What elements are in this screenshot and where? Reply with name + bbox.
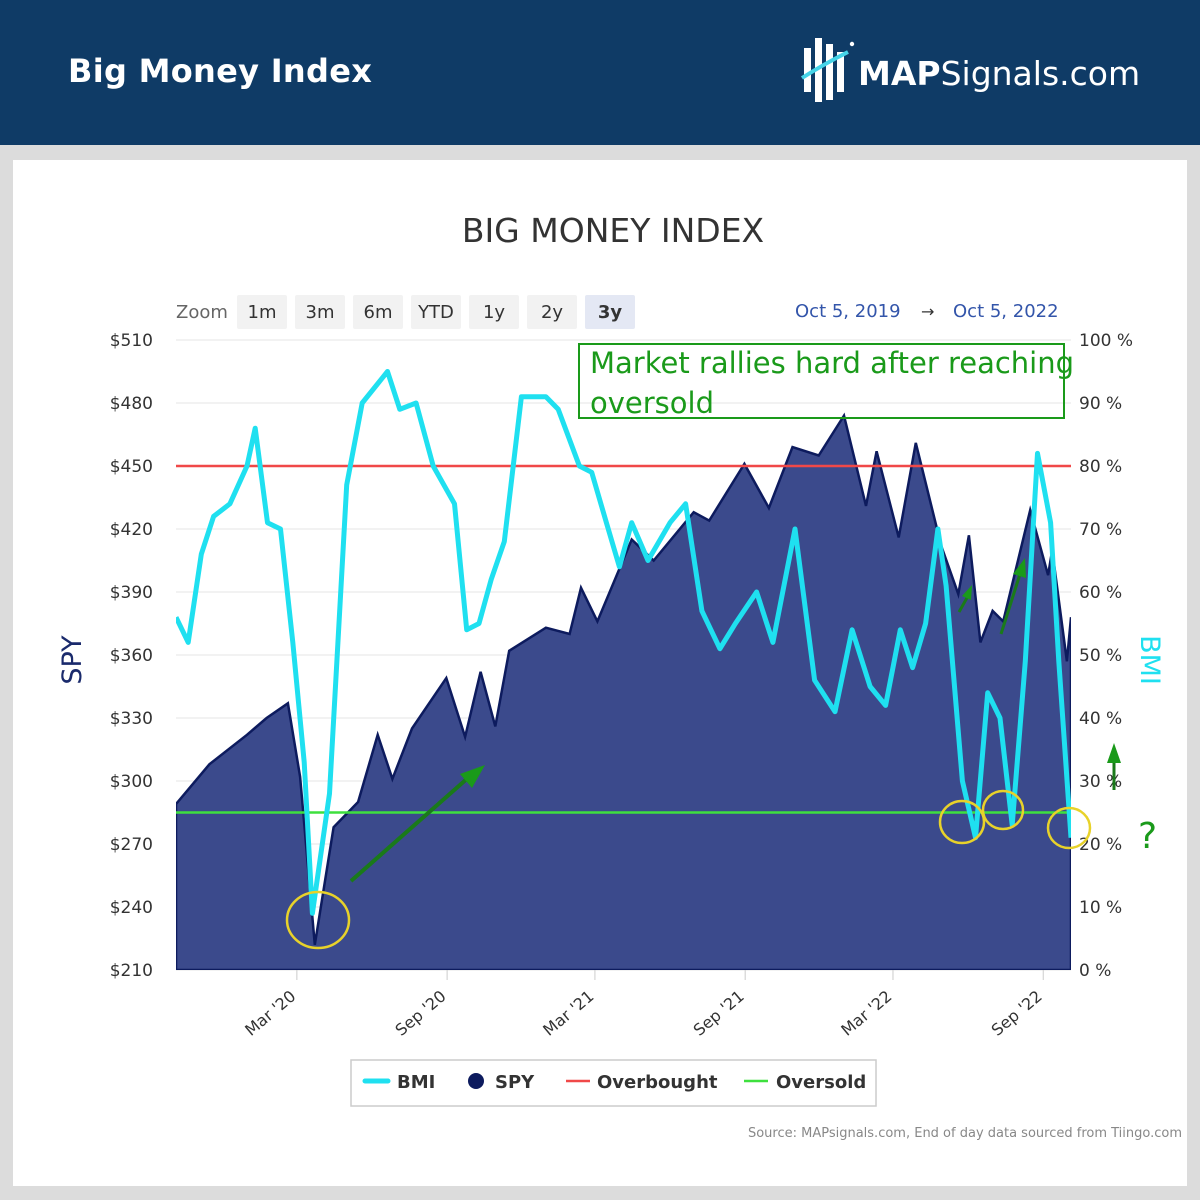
rally-arrow-4 [1107, 743, 1121, 790]
zoom-button-label[interactable]: 1m [248, 302, 277, 323]
legend-box [350, 1059, 877, 1107]
y2-tick-label: 80 % [1079, 457, 1122, 477]
y-tick-label: $360 [110, 646, 153, 666]
rally-arrow-2 [957, 585, 972, 613]
zoom-button-1m[interactable] [237, 295, 287, 329]
y-tick-label: $270 [110, 835, 153, 855]
chart-title: BIG MONEY INDEX [462, 211, 764, 250]
source-note: Source: MAPsignals.com, End of day data … [748, 1126, 1182, 1141]
oversold-circle-3 [981, 789, 1025, 831]
legend: BMI SPY Overbought Oversold [350, 1059, 877, 1107]
annotation-question-mark: ? [1138, 816, 1157, 857]
y-tick-label: $510 [110, 331, 153, 351]
y-tick-label: $420 [110, 520, 153, 540]
x-tick-label: Mar '20 [241, 987, 299, 1040]
legend-spy-swatch [468, 1073, 484, 1089]
logo-mark-icon [800, 38, 855, 102]
y2-tick-label: 10 % [1079, 898, 1122, 918]
zoom-button-label[interactable]: 2y [541, 302, 563, 323]
legend-bmi-label[interactable]: BMI [397, 1072, 435, 1093]
x-tick-label: Sep '22 [988, 987, 1046, 1040]
x-axis-ticks: Mar '20 Sep '20 Mar '21 Sep '21 Mar '22 Sep '… [241, 970, 1046, 1040]
chart-card: BIG MONEY INDEX Zoom 1m 3m 6m YTD 1y 2y 3y Oct… [13, 160, 1187, 1186]
zoom-button-label[interactable]: 3m [306, 302, 335, 323]
annotation-callout-line1: Market rallies hard after reaching [590, 346, 1074, 380]
zoom-button-ytd[interactable] [411, 295, 461, 329]
y2-tick-label: 0 % [1079, 961, 1111, 981]
zoom-button-label[interactable]: 3y [598, 302, 623, 323]
logo-text: MAPSignals.com [858, 54, 1141, 93]
y-tick-label: $450 [110, 457, 153, 477]
bmi-line [176, 369, 1071, 916]
y2-tick-label: 100 % [1079, 331, 1133, 351]
legend-overbought-label[interactable]: Overbought [597, 1072, 718, 1093]
zoom-label: Zoom [176, 302, 228, 323]
range-to[interactable]: Oct 5, 2022 [953, 301, 1059, 322]
x-tick-label: Sep '20 [392, 987, 450, 1040]
chart: BIG MONEY INDEX Zoom 1m 3m 6m YTD 1y 2y 3y Oct… [57, 211, 1182, 1141]
zoom-button-3m[interactable] [295, 295, 345, 329]
zoom-button-label[interactable]: 1y [483, 302, 505, 323]
y2-tick-label: 90 % [1079, 394, 1122, 414]
zoom-button-2y[interactable] [527, 295, 577, 329]
y2-tick-label: 30 % [1079, 772, 1122, 792]
x-tick-label: Mar '21 [539, 987, 597, 1040]
annotation-callout-line2: oversold [590, 386, 714, 420]
y-axis-label: SPY [57, 635, 88, 685]
y2-tick-label: 70 % [1079, 520, 1122, 540]
oversold-circle-4 [1046, 806, 1092, 850]
rally-arrow-1 [349, 765, 485, 883]
zoom-button-label[interactable]: 6m [364, 302, 393, 323]
oversold-circle-1 [285, 890, 351, 950]
y2-tick-label: 50 % [1079, 646, 1122, 666]
y2-tick-label: 60 % [1079, 583, 1122, 603]
y2-tick-label: 20 % [1079, 835, 1122, 855]
zoom-button-label[interactable]: YTD [417, 302, 454, 323]
range-from[interactable]: Oct 5, 2019 [795, 301, 901, 322]
y-tick-label: $210 [110, 961, 153, 981]
range-arrow: → [921, 302, 934, 321]
x-tick-label: Sep '21 [690, 987, 748, 1040]
y-tick-label: $300 [110, 772, 153, 792]
zoom-button-6m[interactable] [353, 295, 403, 329]
y-tick-label: $390 [110, 583, 153, 603]
mapsignals-logo: MAPSignals.com [800, 34, 1160, 114]
y-tick-label: $240 [110, 898, 153, 918]
header-title: Big Money Index [68, 52, 373, 90]
zoom-button-1y[interactable] [469, 295, 519, 329]
y-tick-label: $480 [110, 394, 153, 414]
y-axis-ticks: $510 $480 $450 $420 $390 $360 $330 $300 $270 $240… [110, 331, 153, 981]
zoom-button-3y[interactable] [585, 295, 635, 329]
annotation-callout-box [578, 343, 1065, 419]
zoom-buttons: 1m 3m 6m YTD 1y 2y 3y [237, 295, 635, 329]
y2-axis-ticks: 100 % 90 % 80 % 70 % 60 % 50 % 40 % 30 % 20 % 10 … [1079, 331, 1133, 981]
header-bar: Big Money Index MAPSignals.com [0, 0, 1200, 145]
y2-tick-label: 40 % [1079, 709, 1122, 729]
oversold-circle-2 [938, 799, 986, 845]
y-tick-label: $330 [110, 709, 153, 729]
x-tick-label: Mar '22 [837, 987, 895, 1040]
legend-spy-label[interactable]: SPY [495, 1072, 535, 1093]
spy-area [176, 412, 1071, 970]
rally-arrow-3 [999, 558, 1026, 635]
y2-axis-label: BMI [1134, 635, 1165, 685]
legend-oversold-label[interactable]: Oversold [776, 1072, 866, 1093]
